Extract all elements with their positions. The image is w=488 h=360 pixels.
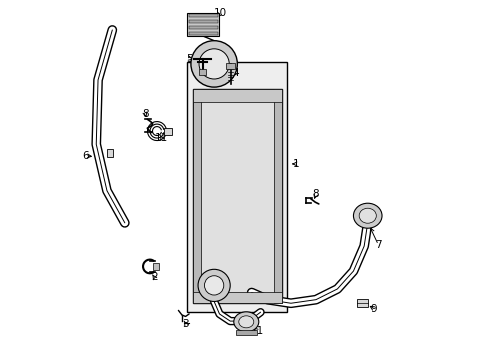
Circle shape bbox=[198, 269, 230, 301]
Text: 2: 2 bbox=[150, 272, 157, 282]
Bar bbox=[189, 26, 217, 29]
Bar bbox=[187, 62, 287, 312]
Ellipse shape bbox=[353, 203, 381, 228]
Bar bbox=[199, 69, 205, 75]
Bar bbox=[189, 32, 217, 35]
Text: 4: 4 bbox=[232, 68, 239, 78]
Text: 3: 3 bbox=[182, 319, 188, 329]
Ellipse shape bbox=[238, 316, 253, 328]
Bar bbox=[164, 128, 172, 135]
Text: 8: 8 bbox=[142, 109, 148, 118]
Text: 11: 11 bbox=[155, 133, 168, 143]
Circle shape bbox=[190, 41, 237, 87]
Text: 11: 11 bbox=[250, 326, 264, 336]
Text: 10: 10 bbox=[213, 8, 226, 18]
Bar bbox=[153, 263, 158, 270]
Bar bbox=[274, 89, 282, 303]
Bar bbox=[192, 292, 282, 303]
Circle shape bbox=[199, 49, 229, 79]
Bar bbox=[189, 14, 217, 17]
Ellipse shape bbox=[358, 208, 376, 223]
Bar bbox=[192, 89, 200, 303]
Bar bbox=[192, 89, 282, 303]
Bar bbox=[235, 330, 257, 335]
Bar bbox=[107, 149, 113, 157]
Bar bbox=[189, 20, 217, 23]
Text: 5: 5 bbox=[186, 54, 193, 64]
Bar bbox=[192, 89, 282, 303]
Text: 7: 7 bbox=[374, 240, 381, 250]
Bar bbox=[192, 89, 282, 103]
Text: 1: 1 bbox=[292, 159, 299, 169]
Bar bbox=[187, 13, 219, 36]
Text: 9: 9 bbox=[370, 303, 376, 314]
Bar bbox=[226, 63, 234, 69]
Text: 6: 6 bbox=[82, 151, 89, 161]
Bar bbox=[356, 299, 367, 307]
Text: 8: 8 bbox=[312, 189, 319, 199]
Circle shape bbox=[204, 276, 224, 295]
Ellipse shape bbox=[233, 312, 258, 332]
